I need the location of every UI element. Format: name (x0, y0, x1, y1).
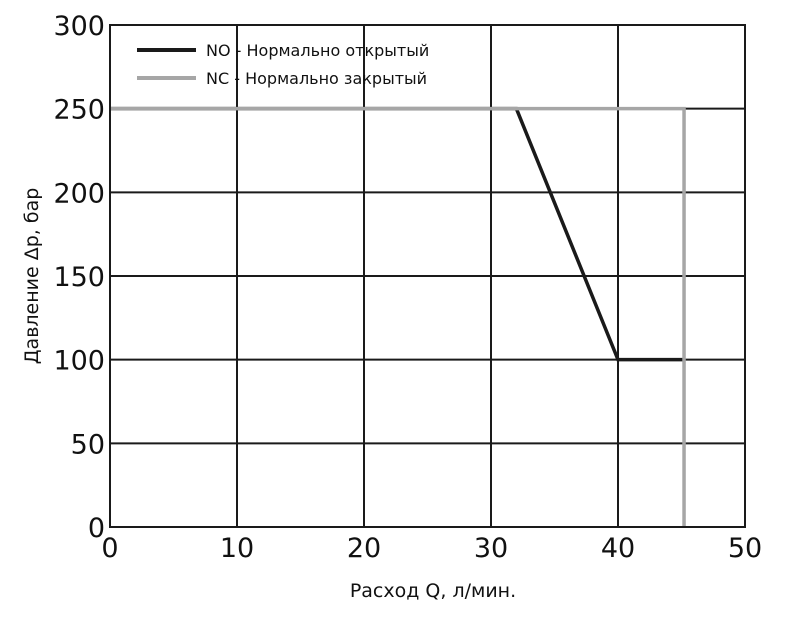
legend-label-nc: NC - Нормально закрытый (206, 69, 427, 88)
legend-entry-nc: NC - Нормально закрытый (137, 69, 427, 88)
y-tick-label: 300 (53, 11, 105, 42)
legend-label-no: NO - Нормально открытый (206, 41, 429, 60)
y-tick-label: 150 (53, 262, 105, 293)
series-line-nc (110, 106, 686, 527)
y-tick-label: 0 (88, 513, 105, 544)
x-tick-label: 20 (347, 533, 381, 564)
y-tick-label: 200 (53, 178, 105, 209)
legend: NO - Нормально открытый NC - Нормально з… (137, 41, 429, 88)
x-tick-label: 30 (474, 533, 508, 564)
y-tick-labels: 0 50 100 150 200 250 300 (53, 11, 105, 544)
y-axis-title: Давление Δp, бар (21, 188, 43, 365)
grid (110, 25, 745, 527)
x-tick-label: 40 (601, 533, 635, 564)
y-tick-label: 100 (53, 346, 105, 377)
axes (109, 24, 746, 528)
x-tick-label: 10 (220, 533, 254, 564)
plot-frame (109, 24, 746, 528)
x-tick-labels: 0 10 20 30 40 50 (101, 533, 762, 564)
series-line-no (110, 106, 685, 362)
x-tick-label: 50 (728, 533, 762, 564)
y-tick-label: 250 (53, 95, 105, 126)
series-layer (110, 106, 686, 527)
x-axis-title: Расход Q, л/мин. (350, 580, 516, 602)
y-tick-label: 50 (71, 429, 105, 460)
x-tick-label: 0 (101, 533, 118, 564)
legend-entry-no: NO - Нормально открытый (137, 41, 429, 60)
